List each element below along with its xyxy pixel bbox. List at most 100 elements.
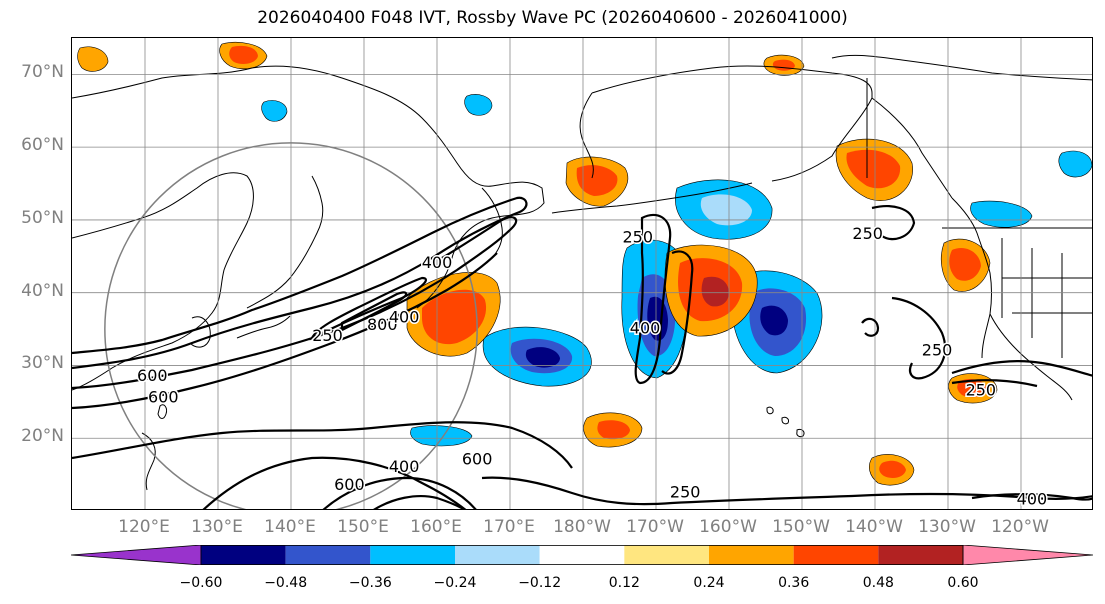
pc-patch xyxy=(970,200,1033,228)
pc-patch xyxy=(422,289,487,345)
pc-shading-layer xyxy=(77,42,1092,486)
map-panel: 250 400 800 400 600 600 600 400 600 250 400 250 400 2… xyxy=(71,37,1093,510)
lon-tick-label: 140°E xyxy=(264,517,316,537)
colorbar-segment xyxy=(624,545,709,565)
colorbar-segment xyxy=(793,545,879,565)
colorbar-tick-label: 0.36 xyxy=(778,575,810,591)
ivt-contour-label: 250 xyxy=(670,482,701,501)
ivt-contour-label: 400 xyxy=(389,457,420,476)
border-states xyxy=(1001,238,1092,358)
lat-tick-label: 60°N xyxy=(21,135,64,156)
ivt-contour xyxy=(481,476,1092,506)
lon-tick-label: 150°W xyxy=(772,517,830,537)
reference-circle xyxy=(104,142,478,509)
colorbar-extend-high xyxy=(962,545,1093,565)
lat-tick-label: 20°N xyxy=(21,426,64,447)
pc-patch xyxy=(949,247,981,281)
lat-tick-label: 70°N xyxy=(21,62,64,83)
lon-tick-label: 170°W xyxy=(626,517,684,537)
colorbar-tick-label: −0.48 xyxy=(264,575,308,591)
plot-title: 2026040400 F048 IVT, Rossby Wave PC (202… xyxy=(257,8,848,28)
ivt-contour-label: 250 xyxy=(622,228,653,247)
ivt-contour-label: 400 xyxy=(389,308,420,327)
lon-tick-label: 120°E xyxy=(118,517,170,537)
pc-patch xyxy=(760,305,788,336)
pc-patch xyxy=(464,94,493,116)
ivt-contour-label: 600 xyxy=(462,450,493,469)
ivt-contour xyxy=(373,495,466,509)
lon-tick-label: 140°W xyxy=(845,517,903,537)
ivt-contour-label: 400 xyxy=(422,253,453,272)
lat-tick-label: 30°N xyxy=(21,353,64,374)
coastline-japan xyxy=(246,175,324,309)
coastline-korea xyxy=(189,316,211,348)
ivt-contour-layer xyxy=(72,196,1092,509)
gridlines-layer xyxy=(72,38,1092,509)
pc-patch xyxy=(846,149,901,189)
ivt-contour-label: 800 xyxy=(367,315,398,334)
ivt-contour-label: 250 xyxy=(312,326,343,345)
ivt-contour xyxy=(322,476,477,509)
border-us-canada xyxy=(866,78,1092,229)
colorbar-segment xyxy=(539,545,625,565)
ivt-contour xyxy=(634,213,672,385)
ivt-contour-label: 400 xyxy=(630,319,661,338)
colorbar-extend-low xyxy=(71,545,202,565)
ivt-contour xyxy=(72,252,498,410)
colorbar-segment xyxy=(370,545,455,565)
ivt-contour xyxy=(871,205,916,241)
colorbar-tick-label: −0.24 xyxy=(433,575,477,591)
colorbar-outline xyxy=(200,545,964,565)
pc-patch xyxy=(957,379,987,398)
ivt-contour-label: 600 xyxy=(148,388,179,407)
ivt-contour xyxy=(661,250,694,375)
lat-tick-label: 50°N xyxy=(21,207,64,228)
colorbar-segment xyxy=(455,545,540,565)
colorbar-segment xyxy=(201,545,286,565)
coastline-arctic xyxy=(831,54,1092,81)
ivt-contour-label: 600 xyxy=(137,366,168,385)
pc-patch xyxy=(261,100,288,122)
lon-tick-label: 160°W xyxy=(699,517,757,537)
colorbar-tick-label: 0.60 xyxy=(947,575,979,591)
lon-tick-label: 130°E xyxy=(191,517,243,537)
ivt-contour xyxy=(951,359,1092,377)
pc-patch xyxy=(1058,150,1092,178)
colorbar-segment xyxy=(709,545,794,565)
coastline-philippines xyxy=(141,432,156,491)
colorbar-tick-label: 0.48 xyxy=(862,575,894,591)
pc-patch xyxy=(77,46,109,72)
ivt-contour xyxy=(202,456,467,509)
ivt-contour xyxy=(72,196,528,370)
colorbar-tick-label: −0.60 xyxy=(179,575,223,591)
colorbar-tick-label: −0.12 xyxy=(518,575,562,591)
ivt-contour xyxy=(340,291,408,332)
coastline-us-west xyxy=(989,313,1073,401)
coastline-alaska xyxy=(591,65,873,182)
lat-tick-label: 40°N xyxy=(21,280,64,301)
ivt-contour xyxy=(309,276,428,341)
colorbar xyxy=(71,545,1093,565)
coastline-taiwan xyxy=(157,404,167,419)
lon-tick-label: 160°E xyxy=(410,517,462,537)
coastline-alaska-pan xyxy=(871,97,953,199)
islands-hawaii xyxy=(766,406,805,438)
colorbar-tick-label: 0.12 xyxy=(608,575,640,591)
coastline-china xyxy=(72,172,254,391)
lon-tick-label: 120°W xyxy=(991,517,1049,537)
ivt-contour-label: 250 xyxy=(852,224,883,243)
ivt-contour xyxy=(861,317,880,337)
pc-patch xyxy=(576,165,618,196)
ivt-contour xyxy=(951,379,1038,388)
colorbar-tick-label: −0.36 xyxy=(348,575,392,591)
colorbar-segment xyxy=(285,545,371,565)
ivt-contour xyxy=(72,216,518,390)
ivt-contour xyxy=(72,421,573,469)
lon-tick-label: 150°E xyxy=(337,517,389,537)
pc-patch xyxy=(701,276,729,307)
lon-tick-label: 180°W xyxy=(553,517,611,537)
pc-patch xyxy=(410,425,473,447)
